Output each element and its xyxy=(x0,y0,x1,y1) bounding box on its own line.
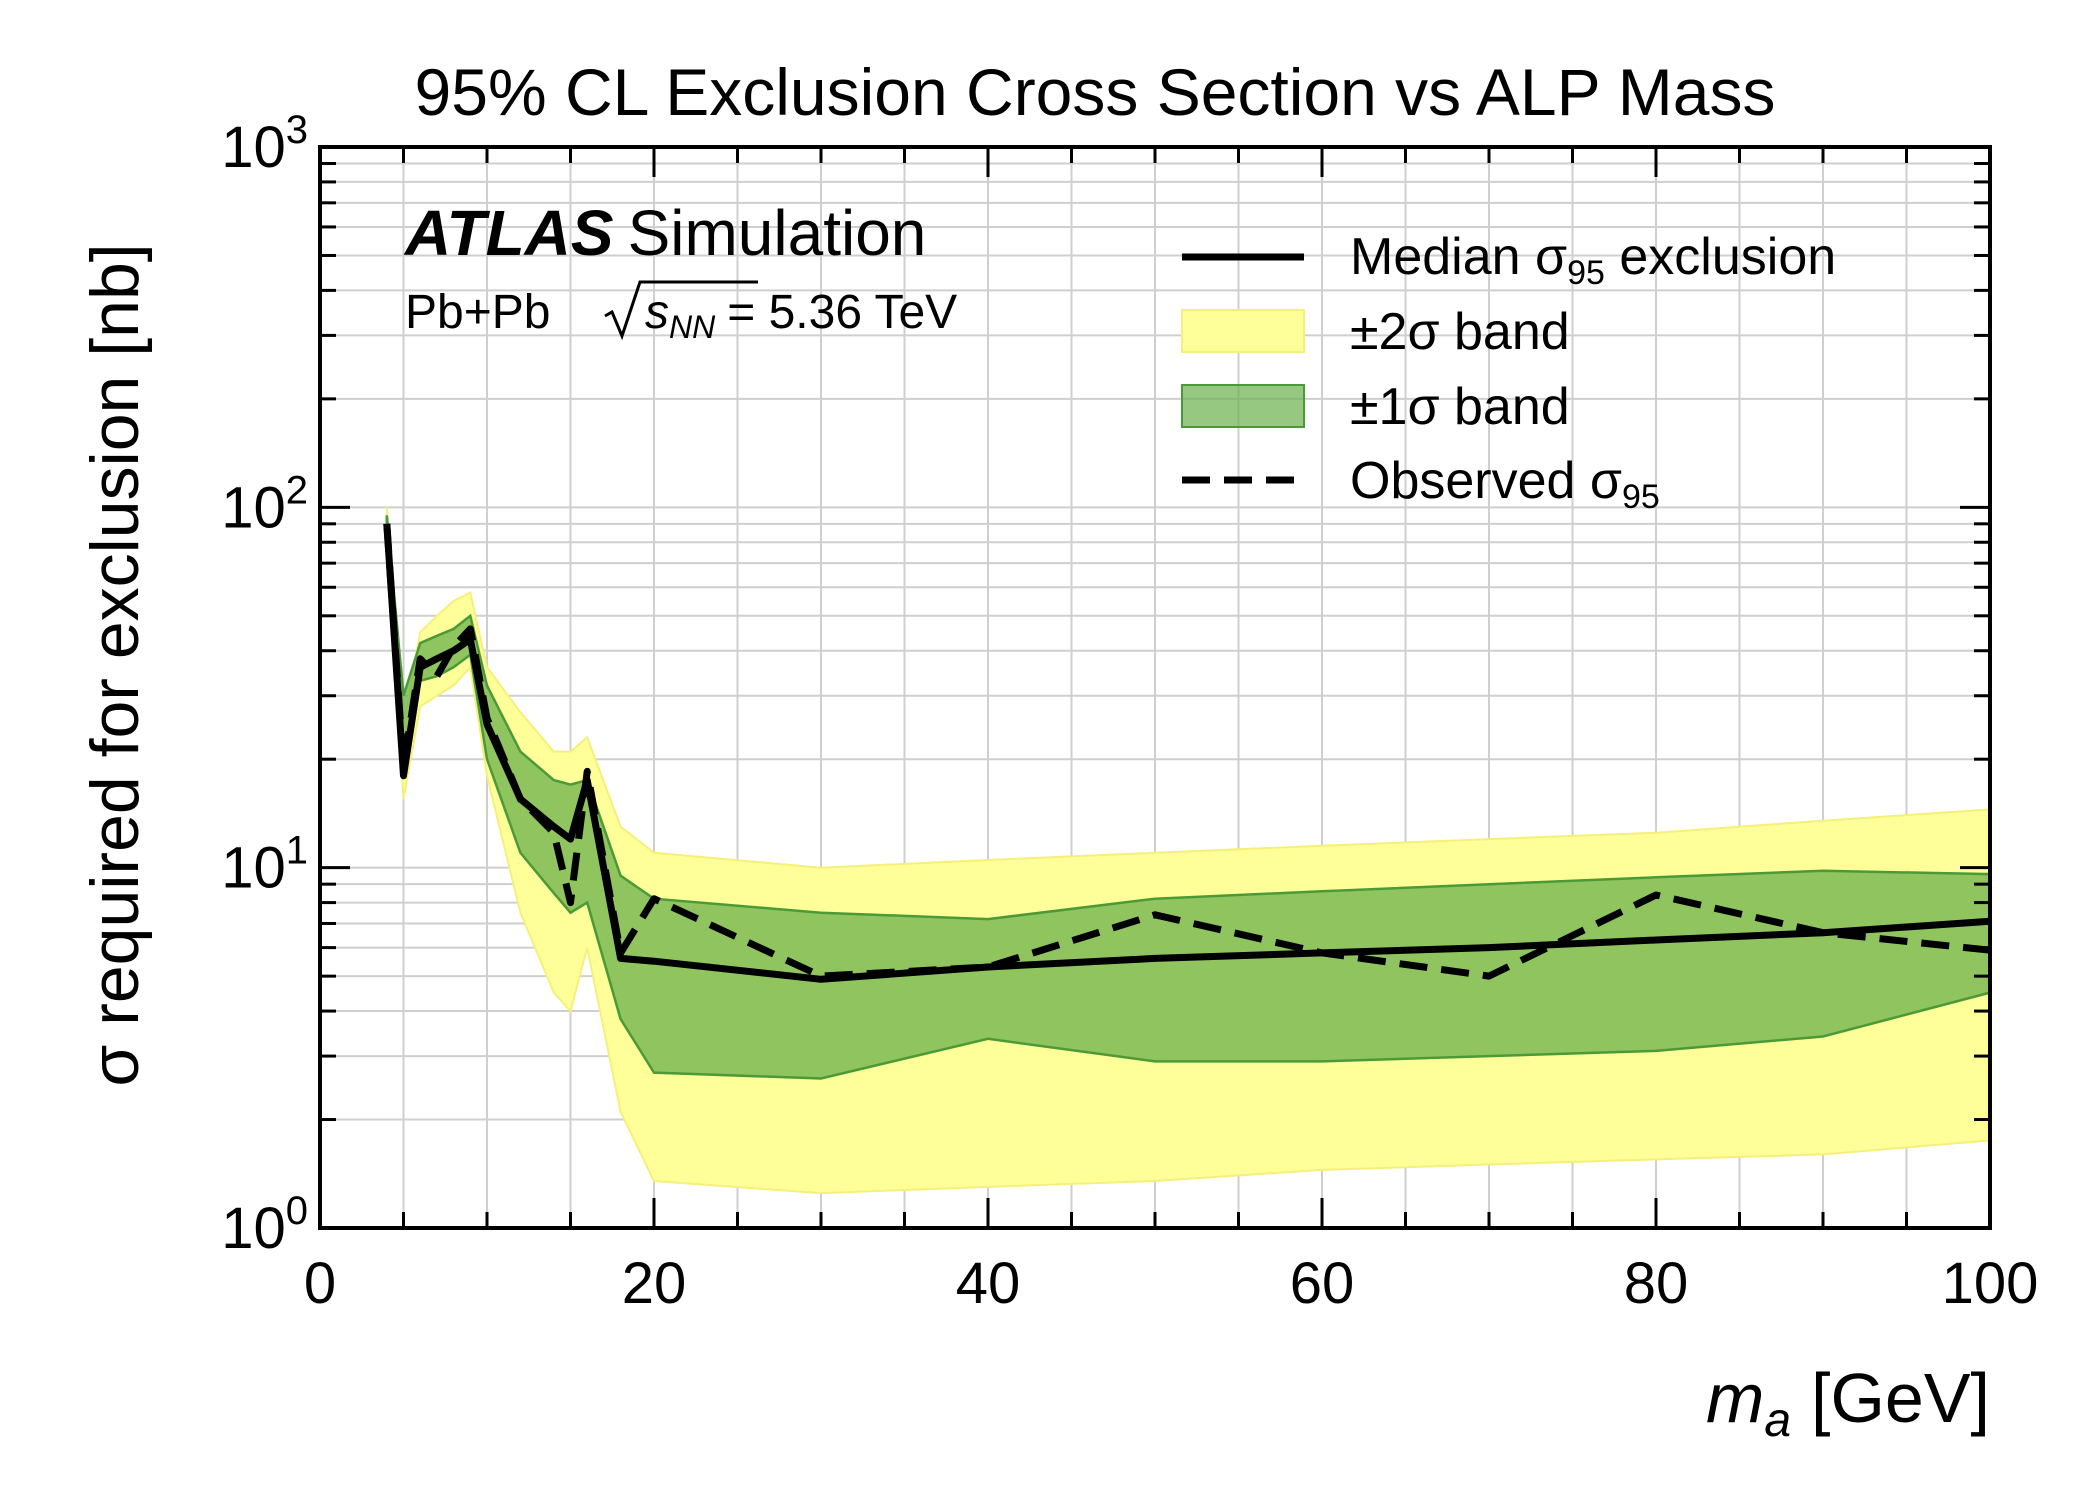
x-axis-label: ma [GeV] xyxy=(1706,1359,1990,1447)
plot-frame xyxy=(318,145,1992,1230)
chart-title: 95% CL Exclusion Cross Section vs ALP Ma… xyxy=(415,55,1776,129)
uncertainty-bands xyxy=(385,507,1992,1195)
y-tick-label: 101 xyxy=(221,829,308,901)
legend-median-label: Median σ95 exclusion xyxy=(1350,228,1836,292)
collision-energy: = 5.36 TeV xyxy=(727,286,957,339)
collision-system: Pb+Pb xyxy=(405,286,550,339)
axes xyxy=(318,145,1992,1230)
sqrt-s-subscript: NN xyxy=(669,309,716,345)
x-tick-label: 0 xyxy=(304,1251,336,1316)
x-axis-label-symbol: m xyxy=(1706,1359,1764,1437)
legend-band1-swatch xyxy=(1181,384,1305,428)
observed-line xyxy=(383,523,1991,980)
x-axis-label-subscript: a xyxy=(1764,1394,1791,1447)
experiment-label: ATLAS Simulation Pb+Pb sNN = 5.36 TeV xyxy=(403,197,957,345)
sqrt-sign xyxy=(604,280,758,341)
band-2sigma xyxy=(385,507,1991,1195)
x-tick-label: 80 xyxy=(1624,1251,1689,1316)
y-tick-label: 100 xyxy=(221,1189,308,1261)
x-tick-label: 40 xyxy=(956,1251,1021,1316)
x-axis-label-unit: [GeV] xyxy=(1811,1359,1990,1437)
x-tick-label: 100 xyxy=(1942,1251,2039,1316)
legend-band2-label: ±2σ band xyxy=(1350,303,1570,361)
svg-text:sNN= 5.36 TeV: sNN = 5.36 TeV xyxy=(645,286,957,345)
legend-band2-swatch xyxy=(1181,309,1305,353)
exclusion-lines xyxy=(383,523,1991,983)
y-tick-label: 102 xyxy=(221,468,308,540)
legend-band1-label: ±1σ band xyxy=(1350,378,1570,436)
x-tick-label: 60 xyxy=(1290,1251,1355,1316)
tick-labels: 0 20 40 60 80 100 100 101 102 103 xyxy=(221,108,2038,1316)
svg-text:Pb+Pb: Pb+Pb xyxy=(405,286,550,339)
band-1sigma xyxy=(385,515,1992,1080)
legend: Median σ95 exclusion ±2σ band ±1σ band O… xyxy=(1181,228,1836,516)
sqrt-s-symbol: s xyxy=(645,286,669,339)
y-tick-label: 103 xyxy=(221,108,308,180)
atlas-suffix: Simulation xyxy=(628,197,927,269)
legend-observed-label: Observed σ95 xyxy=(1350,452,1660,516)
y-axis-label: σ required for exclusion [nb] xyxy=(77,243,153,1086)
x-tick-label: 20 xyxy=(622,1251,687,1316)
atlas-brand: ATLAS xyxy=(403,197,614,269)
